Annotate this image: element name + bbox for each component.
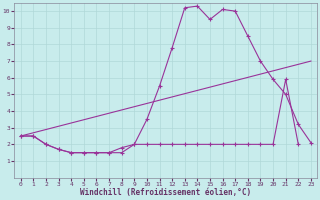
X-axis label: Windchill (Refroidissement éolien,°C): Windchill (Refroidissement éolien,°C) — [80, 188, 252, 197]
